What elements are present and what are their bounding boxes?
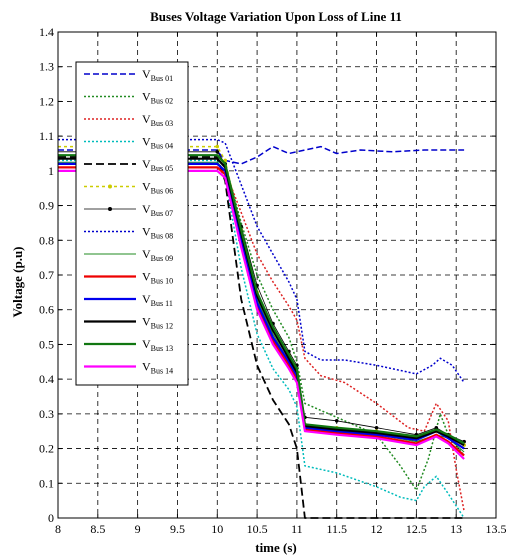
y-tick-label: 0.6 — [39, 303, 54, 317]
legend-label-main: V — [142, 67, 151, 81]
legend-label-bus-05: VBus 05 — [142, 157, 173, 173]
legend-label-main: V — [142, 180, 151, 194]
x-tick-label: 10 — [211, 522, 223, 536]
x-tick-label: 12.5 — [406, 522, 427, 536]
legend-label-subscript: Bus 03 — [151, 119, 173, 128]
x-axis-label: time (s) — [255, 540, 297, 555]
y-tick-label: 0.8 — [39, 233, 54, 247]
legend-label-subscript: Bus 14 — [151, 367, 173, 376]
y-tick-label: 1 — [48, 164, 54, 178]
x-tick-label: 9 — [135, 522, 141, 536]
legend-label-bus-08: VBus 08 — [142, 225, 173, 241]
legend-box — [75, 61, 189, 386]
legend-label-main: V — [142, 292, 151, 306]
series-line-bus-01 — [58, 145, 465, 165]
x-tick-label: 13.5 — [486, 522, 507, 536]
legend-label-main: V — [142, 157, 151, 171]
legend-label-subscript: Bus 06 — [151, 187, 173, 196]
chart-title: Buses Voltage Variation Upon Loss of Lin… — [150, 9, 402, 24]
series-point-bus-07 — [434, 425, 439, 430]
legend-label-bus-04: VBus 04 — [142, 135, 173, 151]
legend-label-bus-06: VBus 06 — [142, 180, 173, 196]
y-tick-label: 1.2 — [39, 94, 54, 108]
x-tick-label: 11 — [291, 522, 303, 536]
legend-label-bus-09: VBus 09 — [142, 247, 173, 263]
legend-marker-bus-06 — [108, 184, 112, 189]
legend-label-subscript: Bus 05 — [151, 164, 173, 173]
series-point-bus-07 — [215, 149, 220, 154]
legend-label-bus-11: VBus 11 — [142, 292, 173, 308]
legend-label-main: V — [142, 202, 151, 216]
x-tick-label: 12 — [371, 522, 383, 536]
legend-label-subscript: Bus 13 — [151, 344, 173, 353]
legend-label-main: V — [142, 270, 151, 284]
legend-label-main: V — [142, 360, 151, 374]
legend-label-main: V — [142, 247, 151, 261]
series-line-bus-13 — [58, 154, 465, 445]
y-tick-label: 0.4 — [39, 372, 54, 386]
legend-label-subscript: Bus 02 — [151, 97, 173, 106]
legend-label-subscript: Bus 10 — [151, 277, 173, 286]
legend-label-subscript: Bus 12 — [151, 322, 173, 331]
series-line-bus-05 — [58, 156, 465, 519]
y-tick-label: 0.5 — [39, 337, 54, 351]
legend-marker-bus-07 — [108, 207, 112, 211]
legend-label-main: V — [142, 90, 151, 104]
y-tick-label: 1.1 — [39, 129, 54, 143]
legend-label-bus-03: VBus 03 — [142, 112, 173, 128]
series-point-bus-07 — [334, 419, 339, 423]
y-axis-label: Voltage (p.u) — [10, 246, 25, 317]
legend-label-subscript: Bus 08 — [151, 232, 173, 241]
legend-label-bus-14: VBus 14 — [142, 360, 173, 376]
plot-area — [57, 31, 497, 519]
series-line-bus-03 — [58, 166, 465, 512]
legend-label-main: V — [142, 315, 151, 329]
x-tick-label: 13 — [450, 522, 462, 536]
legend-label-main: V — [142, 135, 151, 149]
x-tick-label: 8.5 — [90, 522, 105, 536]
legend-label-bus-13: VBus 13 — [142, 337, 173, 353]
legend-label-main: V — [142, 112, 151, 126]
legend-label-subscript: Bus 11 — [151, 299, 173, 308]
legend-label-subscript: Bus 07 — [151, 209, 173, 218]
y-tick-label: 0.7 — [39, 268, 54, 282]
y-tick-label: 0.1 — [39, 476, 54, 490]
y-tick-label: 0.2 — [39, 442, 54, 456]
legend-label-bus-01: VBus 01 — [142, 67, 173, 83]
legend-label-main: V — [142, 225, 151, 239]
legend-label-bus-10: VBus 10 — [142, 270, 173, 286]
legend-label-subscript: Bus 04 — [151, 142, 173, 151]
legend-label-subscript: Bus 01 — [151, 74, 173, 83]
y-tick-label: 0 — [48, 511, 54, 525]
y-tick-label: 1.3 — [39, 60, 54, 74]
legend-label-bus-12: VBus 12 — [142, 315, 173, 331]
legend-label-main: V — [142, 337, 151, 351]
series-point-bus-06 — [215, 144, 220, 149]
legend-label-bus-02: VBus 02 — [142, 90, 173, 106]
x-tick-label: 11.5 — [326, 522, 347, 536]
series-point-bus-07 — [374, 425, 379, 430]
x-tick-label: 10.5 — [247, 522, 268, 536]
x-tick-label: 9.5 — [170, 522, 185, 536]
series-line-bus-14 — [58, 169, 465, 460]
legend-label-subscript: Bus 09 — [151, 254, 173, 263]
legend-label-bus-07: VBus 07 — [142, 202, 173, 218]
x-tick-label: 8 — [55, 522, 61, 536]
series-line-bus-04 — [58, 159, 465, 519]
y-tick-label: 0.3 — [39, 407, 54, 421]
series-line-bus-02 — [58, 154, 465, 491]
series-line-bus-08 — [58, 138, 465, 384]
y-tick-label: 0.9 — [39, 199, 54, 213]
y-tick-label: 1.4 — [39, 25, 54, 39]
